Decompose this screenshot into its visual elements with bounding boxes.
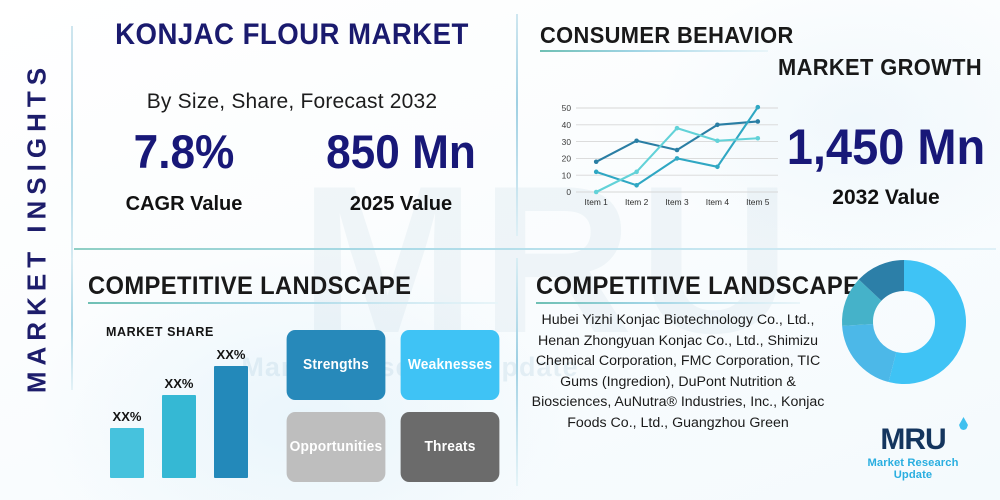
sidebar-rule-top (71, 26, 73, 270)
bar-item-1 (110, 427, 144, 478)
swot-cell-weaknesses[interactable]: Weaknesses (400, 330, 500, 400)
company-list: Hubei Yizhi Konjac Biotechnology Co., Lt… (531, 312, 825, 431)
svg-text:50: 50 (562, 103, 572, 113)
section-heading-market-growth: MARKET GROWTH (778, 54, 982, 80)
kpi-cagr-value: 7.8% (133, 125, 235, 178)
brand-logo: MRU Market Research Update (852, 417, 974, 484)
svg-text:Item 5: Item 5 (746, 197, 770, 207)
sidebar-band: MARKET INSIGHTS (0, 0, 73, 500)
svg-text:30: 30 (562, 137, 572, 147)
page-subtitle: By Size, Share, Forecast 2032 (146, 90, 438, 113)
svg-text:10: 10 (562, 170, 572, 180)
bar-item-3 (214, 365, 248, 478)
section-rule-consumer-behavior (540, 50, 768, 52)
donut-chart-svg (842, 260, 966, 384)
section-rule-competitive-landscape-left (88, 302, 498, 304)
logo-tagline: Market Research Update (867, 457, 959, 481)
bar-label-3: XX% (216, 346, 246, 362)
svg-text:40: 40 (562, 120, 572, 130)
svg-text:20: 20 (562, 154, 572, 164)
kpi-cagr-label: CAGR Value (125, 193, 243, 215)
svg-text:Item 1: Item 1 (585, 197, 609, 207)
bar-label-1: XX% (112, 408, 142, 424)
svg-text:Item 4: Item 4 (706, 197, 730, 207)
kpi-2032-label: 2032 Value (832, 186, 940, 209)
horizontal-divider (74, 248, 996, 250)
kpi-2025-label: 2025 Value (349, 193, 453, 215)
sidebar-rule-bottom (71, 258, 73, 390)
kpi-2032-value: 1,450 Mn (786, 119, 986, 175)
sidebar-vertical-label: MARKET INSIGHTS (21, 61, 52, 394)
section-heading-competitive-landscape-left: COMPETITIVE LANDSCAPE (88, 272, 412, 300)
section-rule-competitive-landscape-right (536, 302, 800, 304)
logo-mark-label: MRU (880, 423, 946, 456)
bar-label-2: XX% (164, 376, 194, 392)
vertical-divider-top (516, 14, 518, 236)
market-share-donut-chart (840, 258, 968, 386)
svg-text:Item 3: Item 3 (665, 197, 689, 207)
swot-matrix: Strengths Weaknesses Opportunities Threa… (284, 330, 504, 482)
market-share-bar-chart: XX% XX% XX% (100, 330, 280, 478)
market-share-title: MARKET SHARE (106, 325, 214, 339)
line-chart-svg: 0 10 20 30 40 50 Item 1 Item 2 Item 3 Item 4 Item … (562, 103, 778, 207)
section-heading-consumer-behavior: CONSUMER BEHAVIOR (540, 22, 794, 48)
logo-mark-text: MRU (852, 417, 974, 456)
swot-cell-threats[interactable]: Threats (400, 412, 500, 482)
svg-text:Item 2: Item 2 (625, 197, 649, 207)
page-title: KONJAC FLOUR MARKET (115, 18, 469, 51)
svg-text:0: 0 (566, 187, 571, 197)
swot-cell-strengths[interactable]: Strengths (286, 330, 386, 400)
vertical-divider-bottom (516, 258, 518, 486)
bar-item-2 (162, 395, 196, 478)
section-heading-competitive-landscape-right: COMPETITIVE LANDSCAPE (536, 272, 860, 300)
kpi-2025-value: 850 Mn (326, 125, 476, 178)
droplet-icon (959, 417, 968, 430)
consumer-behavior-line-chart: 0 10 20 30 40 50 Item 1 Item 2 Item 3 Item 4 Item … (546, 100, 786, 218)
swot-cell-opportunities[interactable]: Opportunities (286, 412, 386, 482)
